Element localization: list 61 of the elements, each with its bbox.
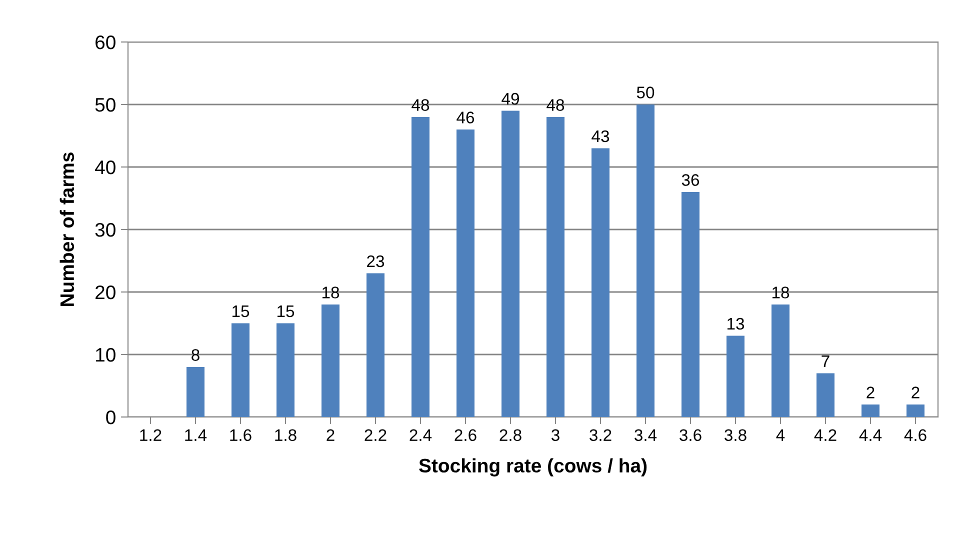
x-tick-label: 4 <box>776 429 785 441</box>
x-tick-label: 3.4 <box>634 429 657 442</box>
y-tick-label: 30 <box>95 222 116 237</box>
x-tick-label: 1.8 <box>275 429 296 442</box>
bar <box>502 110 520 417</box>
x-tick-label: 2.4 <box>410 429 432 441</box>
data-label: 46 <box>456 112 474 124</box>
bar <box>322 304 340 417</box>
x-tick-label: 3 <box>552 429 560 442</box>
data-label: 2 <box>912 386 920 398</box>
x-tick-label: 3.6 <box>680 429 702 442</box>
y-tick-label: 50 <box>95 98 116 112</box>
data-label: 36 <box>682 174 700 186</box>
bar <box>682 192 700 417</box>
bar <box>906 404 924 417</box>
data-label: 48 <box>412 99 430 111</box>
x-tick-label: 4.2 <box>814 429 836 441</box>
bar <box>862 404 880 417</box>
data-label: 2 <box>866 386 874 398</box>
x-tick-label: 2.6 <box>454 429 476 442</box>
x-tick-label: 3.2 <box>590 429 612 442</box>
data-label: 7 <box>822 356 830 368</box>
x-tick-label: 1.2 <box>140 429 162 441</box>
data-label: 13 <box>728 318 744 330</box>
data-label: 48 <box>546 99 564 111</box>
x-tick-label: 2 <box>326 429 334 441</box>
bar <box>412 117 430 417</box>
data-label: 18 <box>772 286 790 298</box>
bar <box>772 304 790 417</box>
x-tick-label: 4.4 <box>859 429 882 441</box>
data-label: 8 <box>192 349 200 361</box>
bar <box>276 323 294 417</box>
y-tick-label: 0 <box>106 410 116 424</box>
y-axis-title: Number of farms <box>60 152 74 306</box>
data-label: 23 <box>367 255 384 268</box>
data-label: 18 <box>322 286 340 298</box>
data-label: 43 <box>592 130 610 142</box>
bar <box>186 367 204 417</box>
bar <box>456 130 474 417</box>
x-tick-label: 2.8 <box>500 429 522 442</box>
x-tick-label: 1.6 <box>230 429 252 442</box>
bar <box>592 148 610 417</box>
bar <box>816 373 834 417</box>
y-tick-label: 20 <box>96 285 116 300</box>
x-axis-title: Stocking rate (cows / ha) <box>419 458 647 476</box>
y-tick-label: 40 <box>95 160 116 174</box>
x-tick-label: 4.6 <box>904 429 926 442</box>
data-label: 49 <box>502 92 519 105</box>
data-label: 15 <box>232 306 250 318</box>
y-tick-label: 10 <box>96 348 116 362</box>
data-label: 15 <box>278 306 294 318</box>
bar <box>636 104 654 417</box>
x-tick-label: 1.4 <box>185 429 207 441</box>
bar <box>726 336 744 417</box>
x-tick-label: 3.8 <box>724 429 746 442</box>
bar <box>232 323 250 417</box>
bar <box>546 117 564 417</box>
x-tick-label: 2.2 <box>364 429 386 441</box>
bar <box>366 273 384 417</box>
y-tick-label: 60 <box>96 35 116 50</box>
data-label: 50 <box>636 86 654 98</box>
